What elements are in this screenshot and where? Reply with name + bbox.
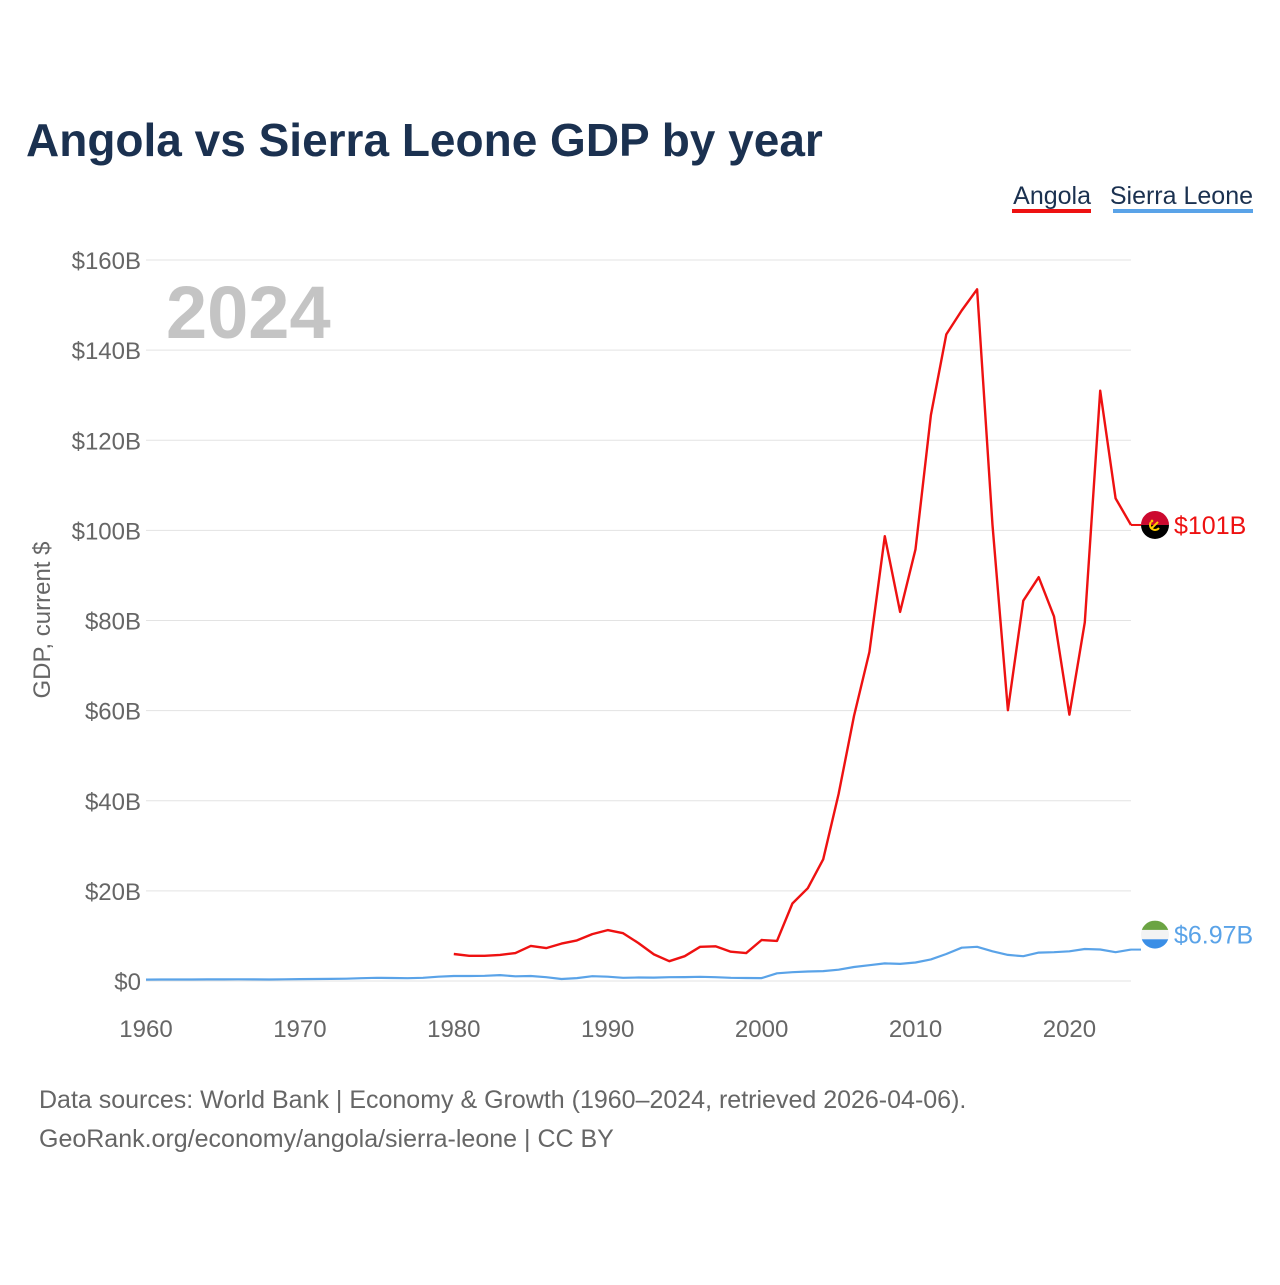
y-tick-label: $80B [85, 609, 141, 636]
chart-title: Angola vs Sierra Leone GDP by year [26, 114, 823, 166]
legend-item-angola[interactable]: Angola [1012, 182, 1091, 213]
legend: Angola Sierra Leone [1012, 182, 1253, 213]
series-line-angola [453, 288, 1133, 963]
y-axis-label: GDP, current $ [29, 542, 56, 699]
angola-flag-icon [1141, 510, 1169, 539]
x-tick-label: 1960 [119, 1016, 172, 1043]
legend-label-angola: Angola [1013, 182, 1091, 210]
x-tick-label: 1970 [273, 1016, 326, 1043]
series-line-sierra-leone [145, 945, 1132, 981]
legend-swatch-angola [1012, 209, 1091, 213]
y-axis-tick-labels: $0 $20B $40B $60B $80B $100B $120B $140B $160B [72, 248, 141, 996]
x-tick-label: 2000 [735, 1016, 788, 1043]
sierra-leone-end-value-label: $6.97B [1174, 922, 1253, 950]
y-tick-label: $60B [85, 699, 141, 726]
x-tick-label: 2020 [1043, 1016, 1096, 1043]
x-tick-label: 1990 [581, 1016, 634, 1043]
y-tick-label: $0 [114, 969, 141, 996]
legend-label-sierra-leone: Sierra Leone [1110, 182, 1253, 210]
year-watermark: 2024 [166, 271, 331, 354]
x-tick-label: 1980 [427, 1016, 480, 1043]
legend-swatch-sierra-leone [1113, 209, 1253, 213]
y-tick-label: $120B [72, 428, 141, 455]
y-tick-label: $140B [72, 338, 141, 365]
legend-item-sierra-leone[interactable]: Sierra Leone [1110, 182, 1253, 213]
footer-link[interactable]: GeoRank.org/economy/angola/sierra-leone … [39, 1125, 614, 1153]
x-axis-tick-labels: 1960 1970 1980 1990 2000 2010 2020 [119, 1016, 1096, 1043]
footer-sources: Data sources: World Bank | Economy & Gro… [39, 1086, 966, 1114]
y-tick-label: $20B [85, 879, 141, 906]
angola-end-value-label: $101B [1174, 512, 1246, 540]
y-tick-label: $100B [72, 518, 141, 545]
y-tick-label: $40B [85, 789, 141, 816]
x-tick-label: 2010 [889, 1016, 942, 1043]
sierra-leone-flag-icon [1141, 920, 1169, 949]
y-tick-label: $160B [72, 248, 141, 275]
series-lines [145, 288, 1141, 981]
grid-lines [146, 259, 1131, 982]
